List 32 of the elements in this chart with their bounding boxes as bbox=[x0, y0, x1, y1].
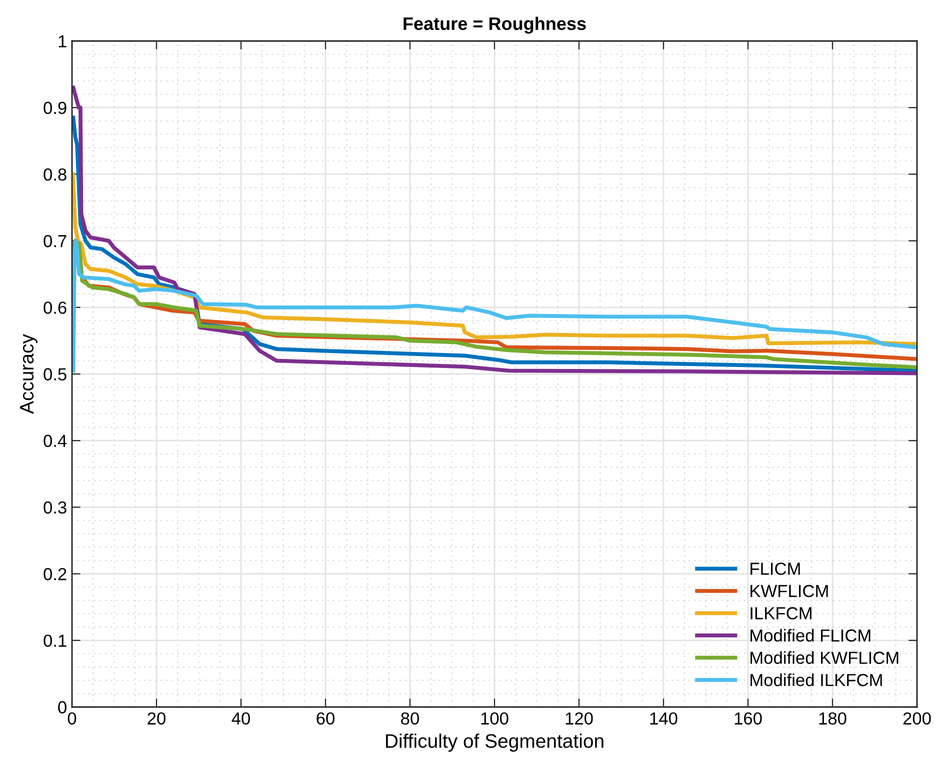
x-tick-label: 40 bbox=[232, 712, 250, 725]
x-tick-label: 180 bbox=[819, 712, 846, 725]
x-axis-title: Difficulty of Segmentation bbox=[386, 734, 604, 752]
y-tick-label: 0.7 bbox=[44, 234, 66, 248]
chart-title: Feature = Roughness bbox=[404, 16, 586, 34]
y-tick-label: 0.1 bbox=[44, 634, 66, 647]
legend-label: FLICM bbox=[750, 562, 800, 575]
y-tick-label: 0.9 bbox=[44, 102, 66, 114]
legend-label: Modified ILKFCM bbox=[750, 673, 882, 686]
legend-label: Modified FLICM bbox=[750, 628, 870, 642]
x-tick-label: 20 bbox=[148, 712, 166, 725]
x-tick-label: 100 bbox=[481, 712, 508, 725]
line-series bbox=[72, 172, 917, 346]
legend-label: Modified KWFLICM bbox=[750, 651, 898, 664]
x-tick-label: 120 bbox=[566, 712, 593, 725]
legend-label: ILKFCM bbox=[750, 607, 812, 620]
y-tick-label: 0.2 bbox=[44, 568, 66, 580]
x-tick-label: 200 bbox=[903, 712, 931, 725]
y-tick-label: 0.4 bbox=[44, 434, 67, 448]
y-tick-label: 0.8 bbox=[44, 168, 66, 181]
y-tick-label: 1 bbox=[58, 35, 66, 48]
x-tick-label: 60 bbox=[316, 712, 334, 725]
y-tick-label: 0.5 bbox=[44, 368, 66, 380]
y-tick-label: 0 bbox=[58, 701, 66, 714]
x-tick-label: 0 bbox=[68, 712, 76, 725]
x-tick-label: 160 bbox=[734, 712, 762, 725]
x-tick-label: 140 bbox=[650, 712, 678, 725]
x-tick-label: 80 bbox=[401, 712, 419, 725]
y-tick-label: 0.6 bbox=[44, 302, 66, 314]
y-tick-label: 0.3 bbox=[44, 501, 66, 514]
legend-label: KWFLICM bbox=[750, 584, 828, 598]
y-axis-title: Accuracy bbox=[20, 334, 38, 414]
